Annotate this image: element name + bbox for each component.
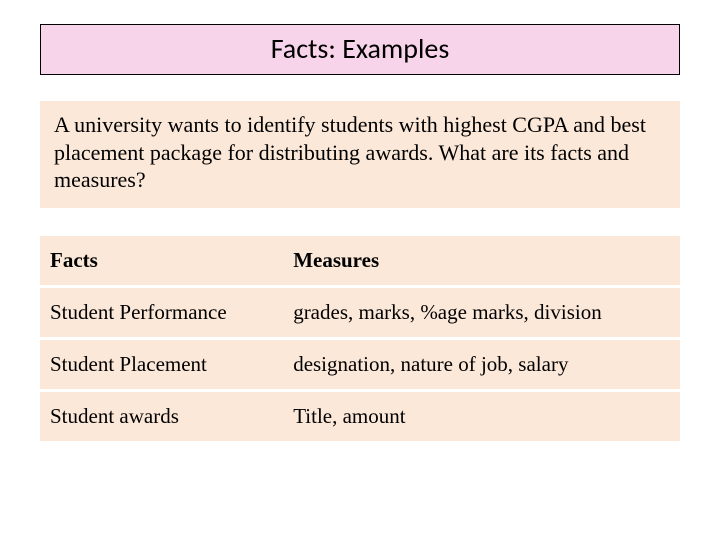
col-header-facts: Facts [40, 236, 283, 287]
table: Facts Measures Student Performance grade… [40, 236, 680, 441]
table-row: Student awards Title, amount [40, 390, 680, 441]
table-row: Student Placement designation, nature of… [40, 338, 680, 390]
table-header-row: Facts Measures [40, 236, 680, 287]
table-row: Student Performance grades, marks, %age … [40, 286, 680, 338]
slide-title: Facts: Examples [271, 31, 450, 66]
cell-measure: Title, amount [283, 390, 680, 441]
col-header-measures: Measures [283, 236, 680, 287]
cell-fact: Student awards [40, 390, 283, 441]
cell-fact: Student Performance [40, 286, 283, 338]
title-bar: Facts: Examples [40, 24, 680, 75]
facts-measures-table: Facts Measures Student Performance grade… [40, 236, 680, 441]
slide: Facts: Examples A university wants to id… [0, 0, 720, 540]
cell-measure: grades, marks, %age marks, division [283, 286, 680, 338]
cell-fact: Student Placement [40, 338, 283, 390]
question-box: A university wants to identify students … [40, 101, 680, 208]
question-text: A university wants to identify students … [54, 112, 646, 192]
cell-measure: designation, nature of job, salary [283, 338, 680, 390]
